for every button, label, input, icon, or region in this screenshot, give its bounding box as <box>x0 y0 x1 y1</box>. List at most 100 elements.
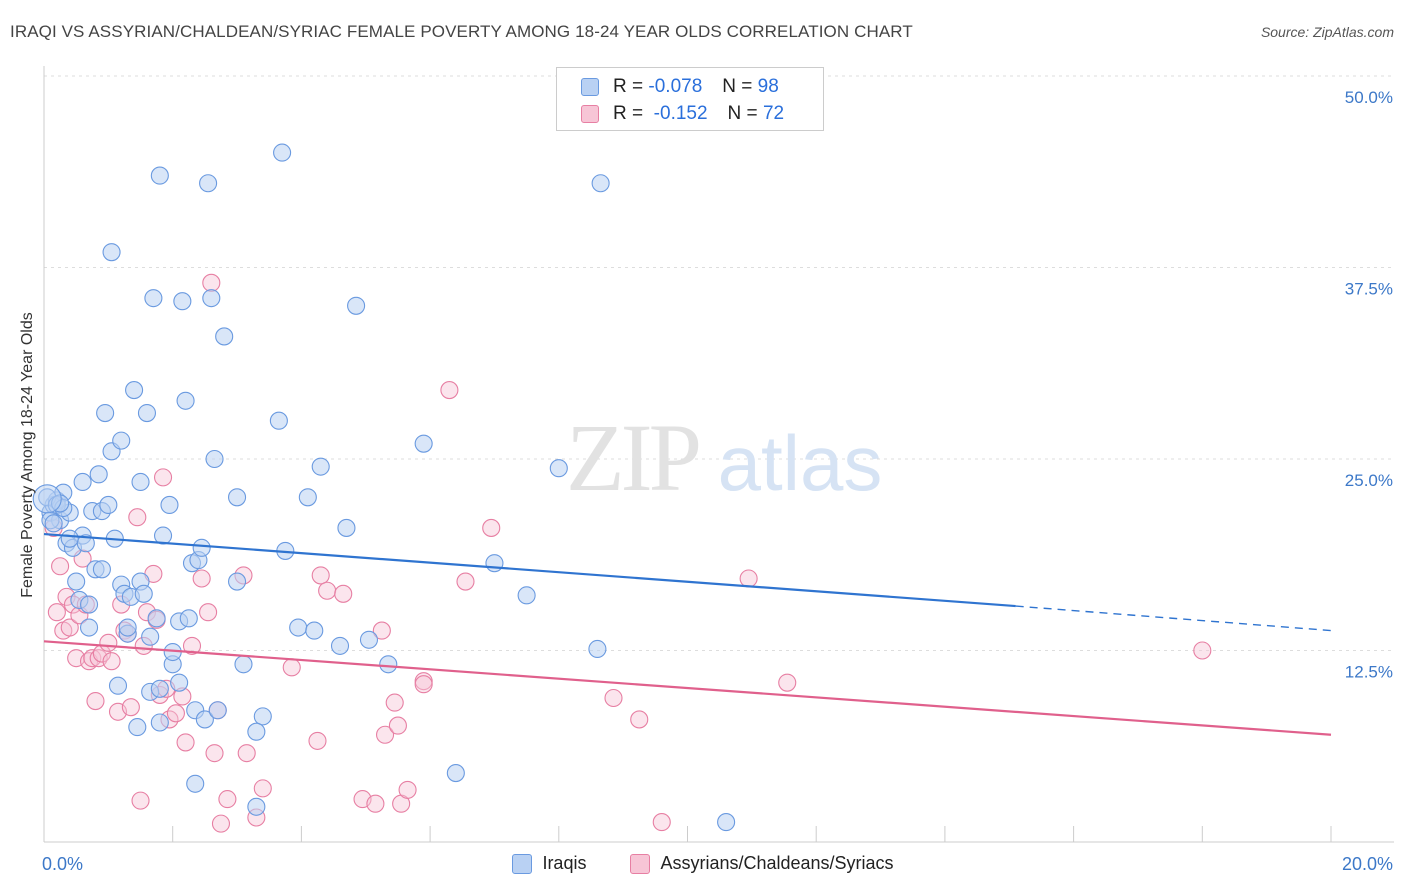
trendline-iraqis-extension <box>1015 605 1332 632</box>
point-assyrians <box>153 468 173 487</box>
point-assyrians <box>311 566 330 585</box>
point-iraqis <box>311 457 330 476</box>
point-assyrians <box>121 698 140 717</box>
trendlines <box>43 532 1332 736</box>
point-iraqis <box>208 701 227 720</box>
point-iraqis <box>192 538 211 557</box>
y-tick-label: 37.5% <box>1345 280 1393 299</box>
point-assyrians <box>440 381 459 400</box>
grid <box>44 75 1394 651</box>
point-iraqis <box>150 166 169 185</box>
point-assyrians <box>388 716 407 735</box>
legend-n-value: 98 <box>757 76 779 97</box>
point-assyrians <box>398 780 417 799</box>
point-iraqis <box>253 707 272 726</box>
legend-n-label: N = <box>722 76 753 97</box>
source-label: Source: ZipAtlas.com <box>1260 24 1394 40</box>
point-iraqis <box>269 411 288 430</box>
point-iraqis <box>247 797 266 816</box>
point-iraqis <box>379 655 398 674</box>
legend-row-assyrians: R = -0.152 N = 72 <box>581 103 784 125</box>
point-iraqis <box>173 292 192 311</box>
point-assyrians <box>385 693 404 712</box>
point-iraqis <box>73 472 92 492</box>
point-iraqis <box>517 586 536 605</box>
point-iraqis <box>144 289 163 308</box>
point-iraqis <box>330 636 350 655</box>
legend-item-iraqis: Iraqis <box>512 853 586 874</box>
legend-item-assyrians: Assyrians/Chaldeans/Syriacs <box>630 853 894 874</box>
point-iraqis <box>141 627 160 646</box>
point-iraqis <box>150 713 169 732</box>
point-assyrians <box>47 603 66 622</box>
point-assyrians <box>166 704 185 723</box>
point-iraqis <box>92 560 111 579</box>
point-iraqis <box>128 718 147 737</box>
point-assyrians <box>131 791 150 810</box>
point-assyrians <box>334 584 353 603</box>
legend-label-iraqis: Iraqis <box>542 853 587 873</box>
point-assyrians <box>630 710 649 729</box>
legend-r-value: -0.152 <box>653 103 708 124</box>
point-assyrians <box>218 790 237 809</box>
point-iraqis <box>205 449 224 469</box>
point-iraqis <box>298 488 317 507</box>
y-tick-label: 25.0% <box>1345 471 1393 490</box>
point-iraqis <box>125 381 144 400</box>
point-assyrians <box>482 518 501 537</box>
point-iraqis <box>89 465 108 484</box>
point-iraqis <box>134 584 153 603</box>
point-iraqis <box>67 572 86 591</box>
trendline-iraqis <box>43 532 1016 608</box>
legend-row-iraqis: R = -0.078 N = 98 <box>581 76 779 98</box>
point-assyrians <box>176 733 195 752</box>
point-assyrians <box>652 813 671 832</box>
point-assyrians <box>318 581 337 600</box>
point-assyrians <box>308 731 327 750</box>
point-iraqis <box>591 174 610 193</box>
point-iraqis <box>485 554 504 573</box>
point-iraqis <box>32 484 62 514</box>
point-assyrians <box>83 649 102 668</box>
legend-swatch-assyrians <box>581 105 599 123</box>
point-assyrians <box>604 688 623 708</box>
trendline-assyrians <box>43 640 1332 736</box>
legend-swatch-iraqis <box>512 853 533 874</box>
point-iraqis <box>347 296 366 315</box>
point-assyrians <box>366 794 385 813</box>
point-assyrians <box>199 603 218 622</box>
y-tick-label: 50.0% <box>1345 88 1393 107</box>
chart-title: IRAQI VS ASSYRIAN/CHALDEAN/SYRIAC FEMALE… <box>10 22 913 41</box>
x-tick-label: 0.0% <box>42 854 83 874</box>
axes <box>43 66 1394 843</box>
point-assyrians <box>128 508 147 527</box>
point-iraqis <box>359 630 379 649</box>
point-assyrians <box>456 572 475 591</box>
point-iraqis <box>99 495 118 515</box>
point-iraqis <box>199 174 218 193</box>
point-iraqis <box>234 655 253 674</box>
point-iraqis <box>79 595 99 614</box>
point-assyrians <box>253 779 272 798</box>
point-iraqis <box>96 403 115 423</box>
point-iraqis <box>150 679 169 698</box>
point-iraqis <box>202 289 221 308</box>
point-assyrians <box>376 725 395 744</box>
point-iraqis <box>247 722 266 741</box>
correlation-legend: R = -0.078 N = 98 R = -0.152 N = 72 <box>556 67 824 131</box>
legend-label-assyrians: Assyrians/Chaldeans/Syriacs <box>660 853 894 873</box>
point-iraqis <box>102 243 121 262</box>
point-iraqis <box>305 621 324 640</box>
point-iraqis <box>176 391 195 410</box>
watermark: ZIP atlas <box>566 404 882 511</box>
series-legend: Iraqis Assyrians/Chaldeans/Syriacs <box>0 853 1406 874</box>
point-assyrians <box>1193 641 1212 660</box>
point-iraqis <box>79 618 99 637</box>
point-assyrians <box>778 673 797 692</box>
x-tick-label: 20.0% <box>1342 854 1393 874</box>
point-iraqis <box>137 403 157 423</box>
legend-r-label: R = <box>613 76 644 97</box>
legend-r-value: -0.078 <box>648 76 703 97</box>
legend-n-label: N = <box>727 103 758 124</box>
